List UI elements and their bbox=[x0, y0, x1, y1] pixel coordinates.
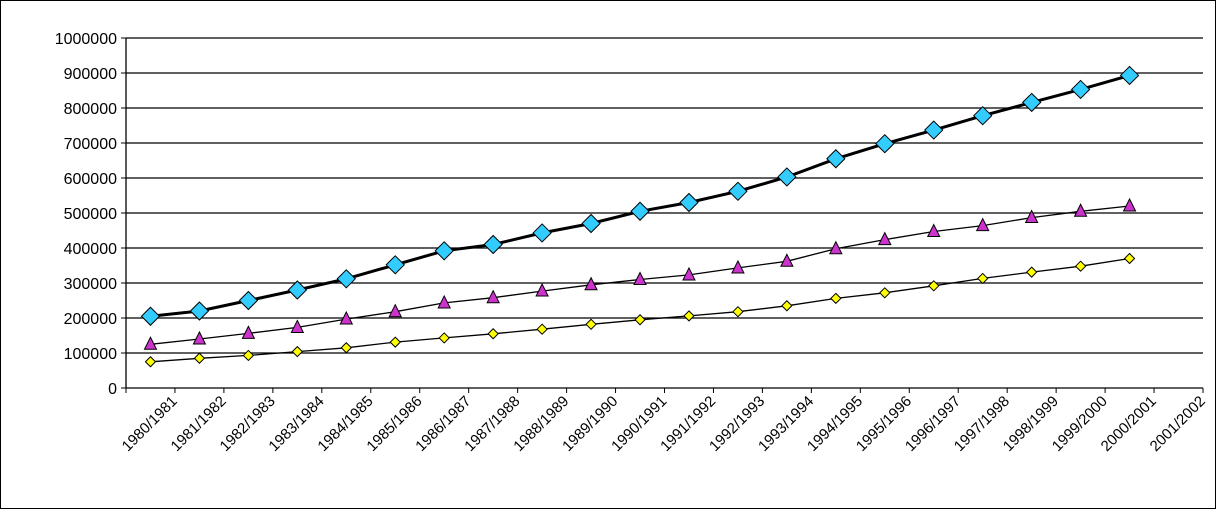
series-2-point bbox=[535, 282, 549, 297]
y-tick-label: 800000 bbox=[64, 101, 117, 118]
series-3-point bbox=[1025, 266, 1038, 278]
y-tick-label: 600000 bbox=[64, 171, 117, 188]
series-1-point bbox=[434, 241, 454, 261]
series-2-point bbox=[1024, 209, 1039, 224]
series-1-point bbox=[826, 149, 846, 169]
series-2-point bbox=[192, 330, 207, 345]
y-tick-label: 700000 bbox=[64, 136, 117, 153]
series-1-point bbox=[875, 133, 895, 154]
y-tick-label: 500000 bbox=[64, 206, 117, 223]
series-3-point bbox=[242, 349, 255, 362]
y-tick-label: 0 bbox=[108, 381, 117, 398]
y-tick-label: 200000 bbox=[64, 311, 117, 328]
x-axis-ticks: 1980/19811981/19821982/19831983/19841984… bbox=[119, 388, 1209, 455]
series-3-point bbox=[683, 310, 695, 322]
series-2-point bbox=[682, 266, 696, 281]
series-2-point bbox=[829, 240, 843, 255]
series-1-point bbox=[140, 306, 161, 326]
series-1-point bbox=[336, 269, 357, 289]
series-2-point bbox=[437, 294, 452, 309]
series-1-point bbox=[581, 213, 601, 234]
series-2-point bbox=[388, 303, 403, 318]
series-2-point bbox=[584, 276, 598, 291]
series-1-point bbox=[189, 301, 210, 321]
y-tick-label: 900000 bbox=[64, 66, 117, 83]
gridlines bbox=[126, 37, 1203, 354]
y-tick-label: 400000 bbox=[64, 241, 117, 258]
series-3-point bbox=[389, 336, 401, 348]
series-1-point bbox=[1021, 92, 1042, 113]
series-1-point bbox=[238, 290, 259, 311]
y-tick-label: 100000 bbox=[64, 346, 117, 363]
series-3-point bbox=[830, 292, 842, 305]
series-1-point bbox=[924, 120, 944, 140]
series-1-point bbox=[385, 255, 405, 275]
series-3-point bbox=[928, 280, 940, 292]
series-3-point bbox=[340, 342, 353, 354]
series-3-point bbox=[291, 345, 304, 358]
series-3-point bbox=[732, 305, 744, 318]
series-3-point bbox=[634, 314, 646, 326]
series-3-point bbox=[1074, 260, 1087, 272]
series-3-point bbox=[585, 318, 597, 331]
series-2-point bbox=[339, 310, 354, 325]
series-1-point bbox=[287, 280, 308, 300]
series-2-point bbox=[877, 231, 892, 246]
y-tick-label: 1000000 bbox=[55, 31, 117, 48]
y-tick-label: 300000 bbox=[64, 276, 117, 293]
series-2-point bbox=[780, 253, 794, 267]
series-1-point bbox=[972, 105, 993, 126]
series-1-point bbox=[1070, 79, 1091, 100]
series-2-point bbox=[241, 325, 256, 339]
series-markers bbox=[140, 65, 1140, 368]
y-axis-ticks: 0 100000 200000 300000 400000 500000 600000 700… bbox=[55, 31, 126, 398]
series-2-point bbox=[1073, 203, 1088, 217]
series-3-point bbox=[1123, 252, 1136, 265]
series-2-point bbox=[290, 319, 305, 333]
series-2-point bbox=[926, 223, 941, 238]
series-1-point bbox=[728, 181, 748, 202]
series-3-point bbox=[976, 272, 989, 285]
series-1-point bbox=[483, 234, 503, 255]
series-3-point bbox=[487, 328, 499, 340]
series-3-point bbox=[879, 287, 891, 299]
series-3-point bbox=[144, 356, 157, 368]
series-3-point bbox=[193, 352, 206, 364]
series-1-point bbox=[630, 201, 650, 221]
series-2-point bbox=[486, 289, 500, 304]
series-1-point bbox=[777, 167, 797, 187]
series-2-point bbox=[975, 217, 990, 232]
series-2-point bbox=[143, 336, 158, 350]
series-1-point bbox=[532, 223, 552, 243]
series-3-point bbox=[536, 323, 548, 335]
series-3-point bbox=[781, 300, 793, 312]
series-1-point bbox=[1119, 65, 1140, 86]
series-1-point bbox=[679, 192, 699, 213]
series-3-point bbox=[438, 332, 450, 344]
series-2-point bbox=[633, 271, 647, 285]
series-2-point bbox=[1122, 197, 1137, 212]
series-2-point bbox=[731, 259, 745, 274]
